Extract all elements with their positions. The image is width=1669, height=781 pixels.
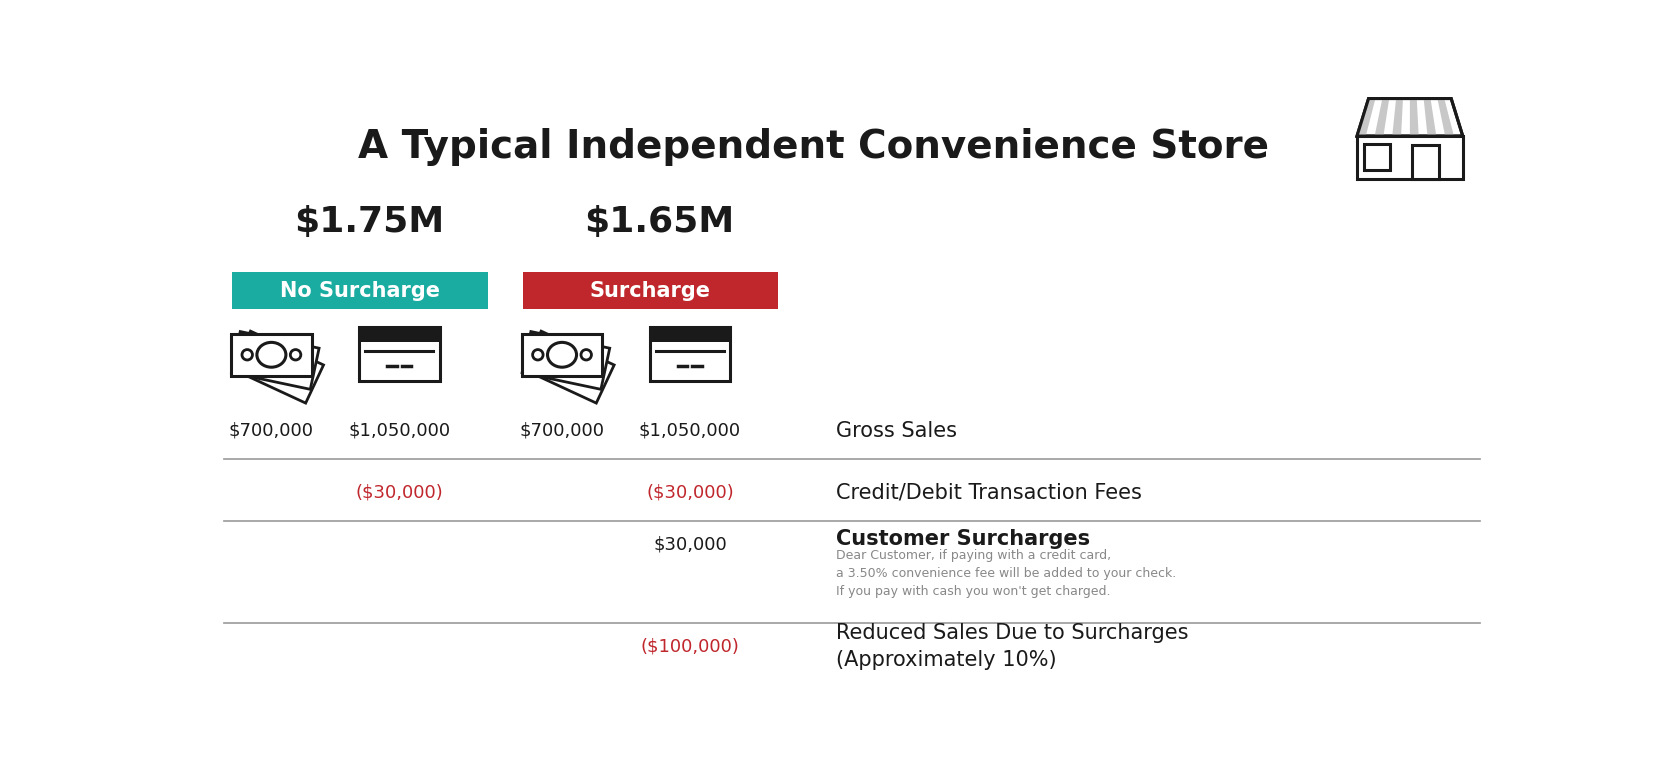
Point [714, 347, 734, 356]
Point [683, 361, 703, 370]
Text: $1.75M: $1.75M [294, 205, 444, 239]
Text: ($30,000): ($30,000) [646, 483, 734, 501]
Polygon shape [1437, 98, 1454, 136]
Polygon shape [1410, 98, 1419, 136]
FancyBboxPatch shape [232, 332, 319, 389]
Text: $700,000: $700,000 [229, 422, 314, 440]
FancyBboxPatch shape [522, 334, 603, 376]
Text: A Typical Independent Convenience Store: A Typical Independent Convenience Store [357, 128, 1268, 166]
Polygon shape [1357, 98, 1462, 136]
Text: Surcharge: Surcharge [589, 281, 711, 301]
Polygon shape [1357, 98, 1375, 136]
Text: Gross Sales: Gross Sales [836, 421, 958, 441]
FancyBboxPatch shape [649, 327, 731, 342]
Text: Reduced Sales Due to Surcharges
(Approximately 10%): Reduced Sales Due to Surcharges (Approxi… [836, 623, 1188, 670]
Point [377, 361, 397, 370]
Text: Credit/Debit Transaction Fees: Credit/Debit Transaction Fees [836, 483, 1142, 503]
Point [424, 347, 444, 356]
Polygon shape [1424, 98, 1437, 136]
FancyBboxPatch shape [522, 273, 778, 309]
Point [693, 361, 713, 370]
Text: Dear Customer, if paying with a credit card,
a 3.50% convenience fee will be add: Dear Customer, if paying with a credit c… [836, 549, 1177, 598]
Point [401, 361, 421, 370]
Point [678, 361, 698, 370]
Point [646, 347, 666, 356]
Text: $1,050,000: $1,050,000 [639, 422, 741, 440]
Text: $30,000: $30,000 [653, 536, 726, 554]
FancyBboxPatch shape [1364, 144, 1390, 169]
FancyBboxPatch shape [1412, 144, 1439, 179]
Text: $700,000: $700,000 [519, 422, 604, 440]
FancyBboxPatch shape [1357, 136, 1462, 179]
FancyBboxPatch shape [232, 273, 487, 309]
Polygon shape [1375, 98, 1389, 136]
FancyBboxPatch shape [232, 331, 324, 403]
Point [668, 361, 688, 370]
FancyBboxPatch shape [230, 334, 312, 376]
FancyBboxPatch shape [359, 327, 439, 342]
Text: $1,050,000: $1,050,000 [349, 422, 451, 440]
Point [387, 361, 407, 370]
Text: No Surcharge: No Surcharge [280, 281, 439, 301]
FancyBboxPatch shape [359, 327, 439, 381]
FancyBboxPatch shape [524, 331, 614, 403]
Polygon shape [1392, 98, 1404, 136]
FancyBboxPatch shape [522, 332, 609, 389]
Text: ($100,000): ($100,000) [641, 637, 739, 655]
FancyBboxPatch shape [649, 327, 731, 381]
Point [355, 347, 376, 356]
Text: $1.65M: $1.65M [584, 205, 734, 239]
Point [392, 361, 412, 370]
Text: ($30,000): ($30,000) [355, 483, 444, 501]
Text: Customer Surcharges: Customer Surcharges [836, 529, 1090, 549]
